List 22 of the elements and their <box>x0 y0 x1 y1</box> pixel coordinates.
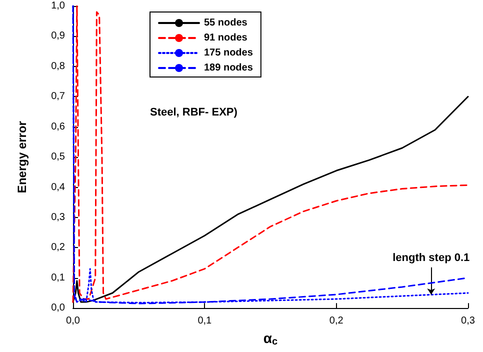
y-tick-label: 1,0 <box>51 0 66 12</box>
y-tick-label: 0,0 <box>51 302 66 314</box>
y-tick-label: 0,9 <box>51 30 66 42</box>
x-tick-label: 0,2 <box>329 316 344 327</box>
y-tick-label: 0,3 <box>51 212 66 223</box>
y-tick-label: 0,1 <box>51 272 66 284</box>
x-tick-label: 0,0 <box>66 316 80 327</box>
y-tick-label: 0,5 <box>51 152 66 163</box>
y-tick-label: 0,8 <box>51 60 66 72</box>
annotation: Steel, RBF- EXP) <box>150 106 238 118</box>
annotation: length step 0.1 <box>392 252 470 264</box>
y-axis-title: Energy error <box>15 120 29 194</box>
legend-label: 91 nodes <box>204 32 248 44</box>
x-tick-label: 0,3 <box>461 316 476 327</box>
legend-label: 55 nodes <box>204 18 248 28</box>
y-tick-label: 0,4 <box>51 182 66 193</box>
y-tick-label: 0,2 <box>51 242 66 254</box>
x-tick-label: 0,1 <box>198 316 212 327</box>
y-tick-label: 0,7 <box>51 91 66 102</box>
y-tick-label: 0,6 <box>51 121 66 132</box>
legend-label: 189 nodes <box>204 62 254 74</box>
legend-label: 175 nodes <box>204 48 254 58</box>
